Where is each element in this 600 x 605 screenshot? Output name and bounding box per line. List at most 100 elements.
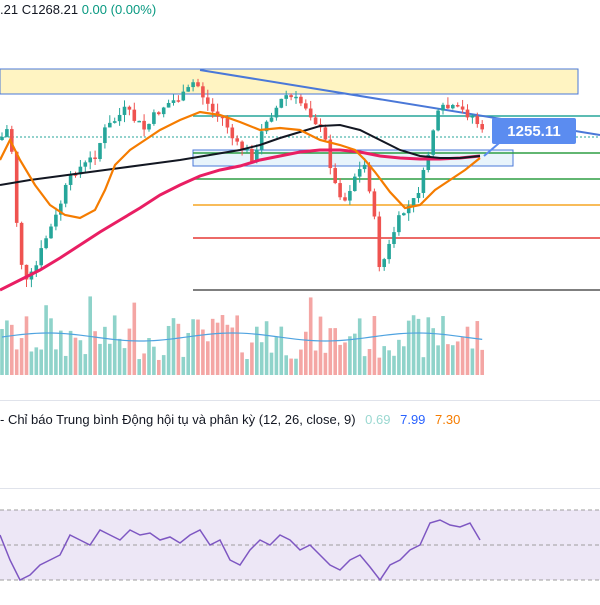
candle[interactable] (157, 112, 161, 115)
candle[interactable] (147, 123, 151, 130)
candle[interactable] (186, 87, 190, 92)
candle[interactable] (416, 192, 421, 199)
candle[interactable] (387, 243, 391, 260)
candle[interactable] (19, 222, 24, 265)
candle[interactable] (333, 168, 337, 184)
candle[interactable] (112, 121, 117, 123)
candle[interactable] (338, 183, 342, 198)
candle[interactable] (264, 121, 269, 132)
candle[interactable] (68, 174, 73, 185)
candle[interactable] (210, 103, 215, 112)
candle[interactable] (480, 124, 484, 130)
candle[interactable] (411, 198, 416, 206)
supply-zone[interactable] (0, 68, 579, 95)
candle[interactable] (279, 98, 284, 108)
candle[interactable] (431, 130, 435, 155)
candle[interactable] (132, 109, 137, 121)
candle[interactable] (108, 122, 112, 128)
candle[interactable] (470, 116, 475, 118)
candle[interactable] (289, 95, 293, 98)
candle[interactable] (451, 105, 455, 109)
candle[interactable] (397, 215, 401, 233)
candle[interactable] (196, 82, 200, 87)
candle[interactable] (357, 169, 362, 177)
candle[interactable] (406, 205, 411, 214)
candle[interactable] (166, 102, 171, 108)
candle[interactable] (98, 143, 102, 160)
candle[interactable] (10, 129, 14, 152)
candle[interactable] (294, 96, 298, 99)
candle[interactable] (274, 107, 279, 118)
price-chart[interactable] (0, 0, 600, 400)
candle[interactable] (152, 112, 156, 124)
candle[interactable] (299, 96, 303, 104)
candle[interactable] (142, 120, 146, 130)
candle[interactable] (49, 226, 53, 239)
candle[interactable] (14, 151, 19, 223)
candle[interactable] (259, 131, 264, 150)
candle[interactable] (137, 120, 141, 123)
candle[interactable] (377, 216, 382, 268)
candle[interactable] (446, 104, 450, 109)
candle[interactable] (44, 238, 48, 249)
candle[interactable] (235, 138, 239, 142)
rsi-canvas[interactable] (0, 505, 600, 600)
candle[interactable] (73, 174, 78, 176)
candle[interactable] (206, 97, 210, 104)
candle[interactable] (367, 164, 372, 192)
candle[interactable] (455, 105, 460, 107)
price-label-badge[interactable]: 1255.11 (492, 118, 576, 144)
candle[interactable] (230, 127, 235, 139)
candle[interactable] (161, 107, 166, 115)
candle[interactable] (313, 117, 318, 125)
candle[interactable] (59, 203, 63, 215)
candle[interactable] (372, 191, 377, 217)
candle[interactable] (63, 184, 68, 204)
candle[interactable] (392, 232, 396, 244)
price-chart-canvas[interactable] (0, 0, 600, 400)
candle[interactable] (362, 164, 367, 170)
pane-separator-2[interactable] (0, 488, 600, 489)
candle[interactable] (382, 259, 386, 268)
candle[interactable] (475, 116, 480, 125)
candle[interactable] (225, 118, 230, 128)
candle[interactable] (39, 248, 43, 266)
candle[interactable] (460, 106, 465, 110)
candle[interactable] (117, 114, 122, 122)
candle[interactable] (54, 214, 58, 227)
candle[interactable] (78, 166, 83, 175)
candle[interactable] (343, 197, 347, 201)
candle[interactable] (426, 154, 431, 170)
candle[interactable] (250, 149, 254, 162)
rsi-panel[interactable] (0, 505, 600, 600)
candle[interactable] (127, 106, 132, 110)
candle[interactable] (181, 91, 186, 101)
candle[interactable] (308, 108, 313, 118)
candle[interactable] (323, 127, 328, 140)
candle[interactable] (0, 136, 4, 140)
candle[interactable] (465, 109, 470, 118)
candle[interactable] (284, 95, 288, 99)
candle[interactable] (122, 106, 127, 115)
candle[interactable] (304, 103, 308, 109)
pane-separator[interactable] (0, 400, 600, 401)
candle[interactable] (24, 264, 29, 280)
macd-indicator-label[interactable]: - Chỉ báo Trung bình Động hội tụ và phân… (0, 412, 460, 427)
candle[interactable] (93, 157, 97, 160)
candle[interactable] (441, 104, 445, 111)
candle[interactable] (421, 169, 426, 193)
candle[interactable] (269, 117, 274, 122)
candle[interactable] (255, 149, 259, 162)
candle[interactable] (220, 116, 225, 119)
candle[interactable] (88, 157, 92, 163)
candle[interactable] (103, 127, 107, 144)
candle[interactable] (171, 100, 176, 103)
candle[interactable] (402, 213, 406, 216)
candle[interactable] (191, 82, 195, 88)
candle[interactable] (5, 129, 9, 137)
candle[interactable] (436, 110, 440, 131)
candle[interactable] (201, 86, 205, 98)
candle[interactable] (245, 149, 249, 151)
candle[interactable] (83, 162, 88, 167)
candle[interactable] (353, 176, 357, 192)
